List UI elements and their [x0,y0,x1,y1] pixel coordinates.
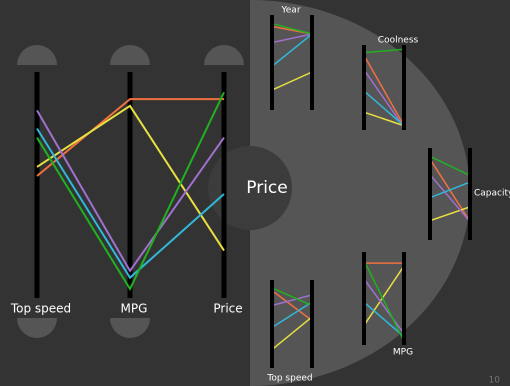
pair-line [271,22,313,35]
series-line [36,91,225,292]
cap [110,45,150,65]
pair-line [363,301,405,338]
pair-line [363,111,405,127]
cap [110,318,150,338]
pair-line [363,48,405,54]
axis-label: Top speed [10,302,71,316]
axis-label: Top speed [266,374,312,384]
center-label: Price [246,178,287,198]
cap [204,45,244,65]
axis-label: Price [213,302,242,316]
pair-line [271,71,313,91]
pair-line [429,174,471,223]
pair-line [429,155,471,177]
series-line [36,127,225,280]
cap [17,318,57,338]
pair-line [271,33,313,44]
center-hub [208,146,292,230]
pair-line [363,54,405,127]
pair-line [363,69,405,128]
pair-line [271,287,313,307]
axis-caps [17,45,244,338]
pair-line [271,316,313,351]
axis-label: Capacity [474,189,510,199]
pair-line [271,33,313,67]
page-number: 10 [489,376,501,386]
series-line [36,98,224,177]
cap [17,45,57,65]
series-line [36,104,225,252]
pair-line [271,301,313,329]
pair-line [363,260,405,342]
pair-line [271,294,313,307]
pair-line [363,90,405,127]
pair-line [363,278,405,335]
pair-line [271,289,313,322]
axis-label: Year [280,6,300,16]
radial-backdrop [250,0,470,386]
pair-line [429,181,471,199]
series-line [36,109,225,273]
axis-label: MPG [393,348,413,358]
pair-line [429,206,471,222]
axis-label: MPG [121,302,148,316]
pair-line [363,265,405,326]
axis-label: Coolness [378,36,419,46]
